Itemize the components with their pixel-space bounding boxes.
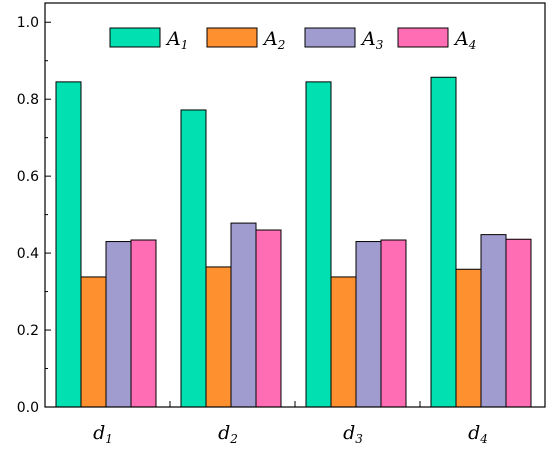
y-tick-label: 0.0 <box>17 400 39 416</box>
legend-label-subscript: 1 <box>181 38 189 52</box>
bar-d3-A1 <box>305 81 332 408</box>
legend-swatch <box>109 27 161 48</box>
legend-swatch <box>206 27 258 48</box>
legend-label: A4 <box>453 28 476 52</box>
legend-label-subscript: 4 <box>468 38 477 52</box>
bar-d1-A2 <box>80 276 107 408</box>
plot-frame <box>44 2 546 408</box>
legend-label: A1 <box>165 28 188 52</box>
legend-label-base: A <box>165 28 181 50</box>
bar-d4-A2 <box>455 268 482 408</box>
x-category-label-base: d <box>343 422 355 444</box>
legend-swatch <box>397 27 449 48</box>
x-category-label-base: d <box>468 422 480 444</box>
x-category-label-subscript: 2 <box>229 432 238 446</box>
bar-d2-A4 <box>255 229 282 408</box>
y-tick-label: 1.0 <box>17 15 39 31</box>
bar-d2-A1 <box>180 109 207 408</box>
legend-label: A3 <box>360 28 384 52</box>
bars-group <box>55 76 532 408</box>
x-category-label-base: d <box>93 422 105 444</box>
bar-d1-A4 <box>130 239 157 408</box>
legend: A1 A2 A3 A4 <box>109 27 476 52</box>
bar-d3-A4 <box>380 239 407 408</box>
bar-d4-A1 <box>430 76 457 408</box>
x-category-label: d4 <box>468 422 488 446</box>
legend-label: A2 <box>262 28 285 52</box>
legend-label-base: A <box>360 28 376 50</box>
x-category-label: d1 <box>93 422 113 446</box>
bar-d3-A3 <box>355 241 382 408</box>
x-category-label-subscript: 4 <box>479 432 488 446</box>
y-tick-label: 0.6 <box>17 169 39 185</box>
legend-label-subscript: 2 <box>277 38 286 52</box>
y-tick-label: 0.4 <box>17 246 39 262</box>
bar-d2-A3 <box>230 222 257 408</box>
bar-d1-A3 <box>105 241 132 408</box>
bar-d3-A2 <box>330 276 357 408</box>
legend-label-base: A <box>262 28 278 50</box>
y-axis: 0.0 0.2 0.4 0.6 0.8 1.0 <box>17 15 51 416</box>
bar-d4-A3 <box>480 234 507 408</box>
y-tick-label: 0.2 <box>17 323 39 339</box>
x-axis: d1 d2 d3 d4 <box>93 401 488 446</box>
y-tick-label: 0.8 <box>17 92 39 108</box>
x-category-label: d3 <box>343 422 363 446</box>
legend-label-subscript: 3 <box>376 38 384 52</box>
x-category-label-subscript: 3 <box>355 432 363 446</box>
x-category-label-subscript: 1 <box>105 432 113 446</box>
bar-d4-A4 <box>505 238 532 408</box>
x-category-label-base: d <box>218 422 230 444</box>
legend-swatch <box>304 27 356 48</box>
legend-label-base: A <box>453 28 469 50</box>
bar-d1-A1 <box>55 81 82 408</box>
bar-d2-A2 <box>205 266 232 408</box>
x-category-label: d2 <box>218 422 238 446</box>
